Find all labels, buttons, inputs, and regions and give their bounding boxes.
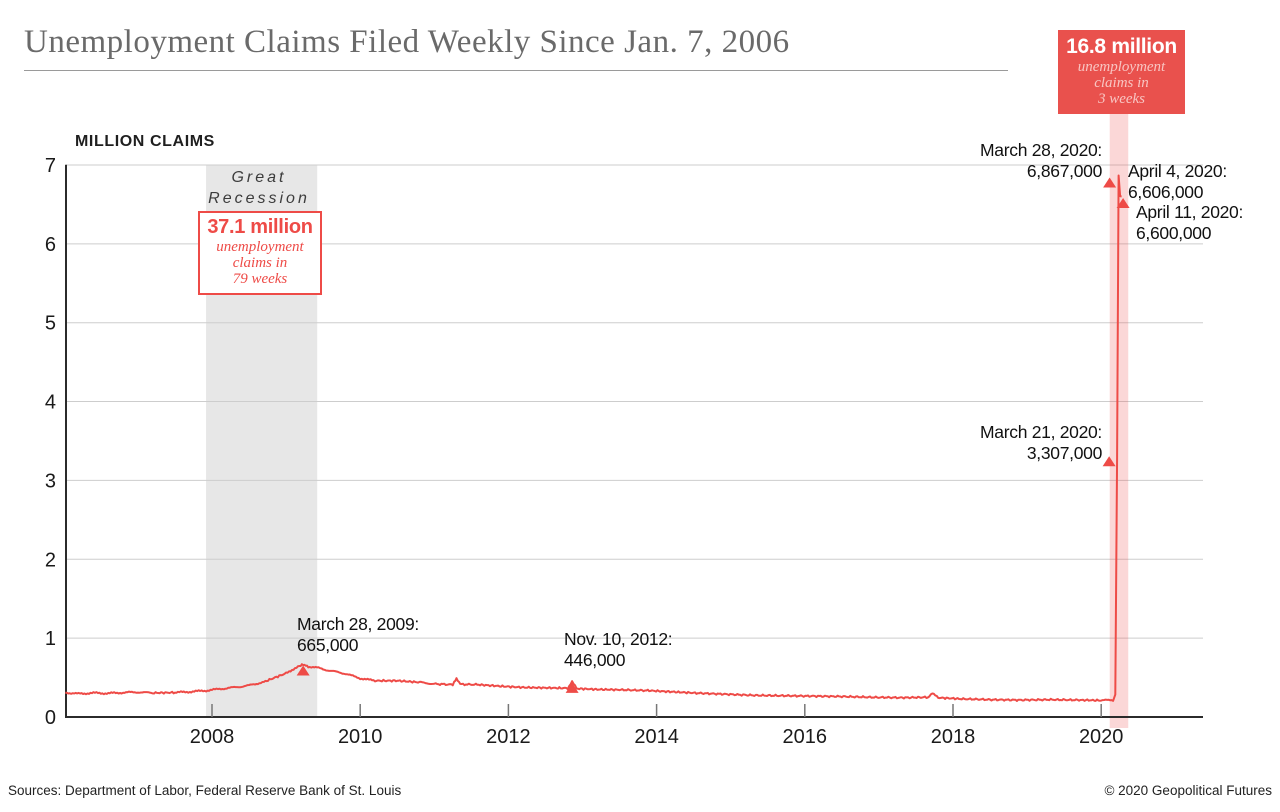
x-tick-label-2016: 2016 — [783, 726, 828, 748]
recession-total-line1: unemployment — [216, 239, 304, 255]
annotation-value: 6,606,000 — [1128, 182, 1204, 202]
recession-total-headline: 37.1 million — [207, 216, 313, 238]
annotation-value: 6,867,000 — [1026, 161, 1102, 181]
x-tick-label-2014: 2014 — [634, 726, 679, 748]
covid-total-line1: unemployment — [1077, 59, 1166, 75]
annotation-value: 3,307,000 — [1026, 443, 1102, 463]
title-divider — [24, 70, 1008, 71]
y-tick-label-2: 2 — [45, 549, 56, 571]
y-tick-label-0: 0 — [45, 707, 56, 729]
recession-total-line2: claims in — [232, 255, 288, 271]
annotation-nov-2012: Nov. 10, 2012: 446,000 — [564, 629, 673, 671]
marker-triangle-4 — [1116, 198, 1130, 209]
marker-triangle-3 — [1103, 177, 1117, 188]
x-tick-label-2008: 2008 — [190, 726, 235, 748]
x-tick-label-2020: 2020 — [1079, 726, 1124, 748]
y-axis-title: MILLION CLAIMS — [75, 133, 215, 150]
covid-total-callout: 16.8 million unemployment claims in 3 we… — [1058, 30, 1185, 114]
y-tick-label-4: 4 — [45, 392, 56, 414]
annotation-date: March 21, 2020: — [980, 422, 1102, 442]
recession-band-label: Great Recession — [189, 167, 329, 209]
annotation-date: Nov. 10, 2012: — [564, 629, 673, 649]
recession-band-label-line1: Great — [231, 169, 287, 186]
marker-triangle-0 — [296, 665, 310, 676]
annotation-date: April 4, 2020: — [1128, 161, 1227, 181]
marker-triangle-1 — [565, 682, 579, 693]
annotation-march-28-2020: March 28, 2020: 6,867,000 — [980, 140, 1102, 182]
annotation-value: 446,000 — [564, 650, 626, 670]
annotation-value: 6,600,000 — [1136, 223, 1212, 243]
recession-total-callout: 37.1 million unemployment claims in 79 w… — [198, 211, 322, 295]
claims-series-line — [65, 174, 1122, 702]
x-tick-label-2018: 2018 — [931, 726, 976, 748]
annotation-march-21-2020: March 21, 2020: 3,307,000 — [980, 422, 1102, 464]
y-tick-label-7: 7 — [45, 155, 56, 177]
covid-total-line3: 3 weeks — [1097, 91, 1146, 107]
x-tick-label-2012: 2012 — [486, 726, 531, 748]
y-tick-label-5: 5 — [45, 313, 56, 335]
recession-band-label-line2: Recession — [208, 190, 310, 207]
sources-note: Sources: Department of Labor, Federal Re… — [8, 783, 402, 798]
covid-spike-band — [1109, 114, 1129, 728]
covid-total-line2: claims in — [1094, 75, 1149, 91]
y-tick-label-6: 6 — [45, 234, 56, 256]
y-tick-label-3: 3 — [45, 470, 56, 492]
x-tick-label-2010: 2010 — [338, 726, 383, 748]
annotation-april-11-2020: April 11, 2020: 6,600,000 — [1136, 202, 1243, 244]
annotation-date: March 28, 2009: — [297, 614, 419, 634]
copyright-note: © 2020 Geopolitical Futures — [1104, 783, 1272, 798]
annotation-april-4-2020: April 4, 2020: 6,606,000 — [1128, 161, 1227, 203]
y-tick-label-1: 1 — [45, 628, 56, 650]
annotation-date: April 11, 2020: — [1136, 202, 1244, 222]
annotation-value: 665,000 — [297, 635, 359, 655]
marker-triangle-2 — [1102, 456, 1116, 467]
annotation-date: March 28, 2020: — [980, 140, 1102, 160]
covid-total-headline: 16.8 million — [1066, 35, 1177, 58]
annotation-march-2009: March 28, 2009: 665,000 — [297, 614, 419, 656]
recession-total-line3: 79 weeks — [232, 271, 288, 287]
page-title: Unemployment Claims Filed Weekly Since J… — [24, 24, 790, 60]
